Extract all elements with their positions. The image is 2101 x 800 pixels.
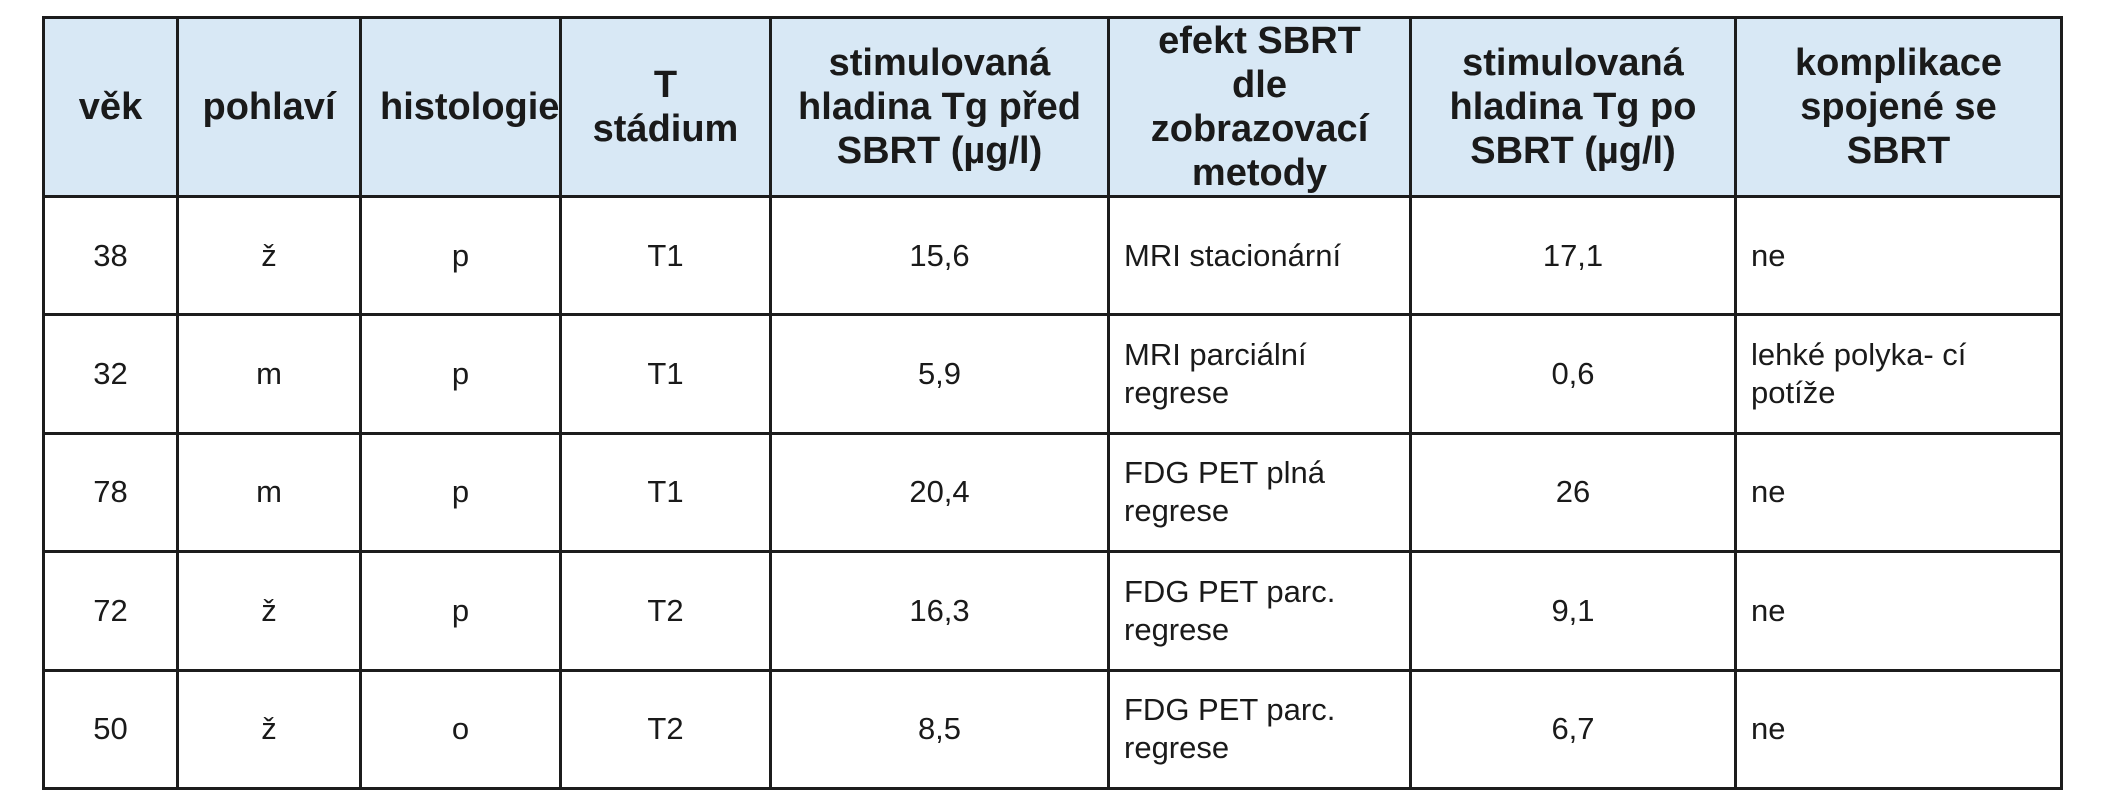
cell-complications: ne	[1734, 194, 2063, 317]
table-row: 32 m p T1 5,9 MRI parciální regrese 0,6 …	[42, 313, 2063, 435]
cell-sbrt-effect: MRI parciální regrese	[1107, 313, 1412, 435]
cell-tg-after: 0,6	[1409, 313, 1737, 435]
cell-sbrt-effect: FDG PET plná regrese	[1107, 431, 1412, 554]
cell-complications: ne	[1734, 668, 2063, 791]
results-table-container: věk pohlaví histologie T stádium stimulo…	[42, 16, 2063, 791]
table-header-row: věk pohlaví histologie T stádium stimulo…	[42, 16, 2063, 198]
results-table: věk pohlaví histologie T stádium stimulo…	[42, 16, 2063, 791]
cell-tg-before: 15,6	[769, 194, 1110, 317]
cell-tg-after: 17,1	[1409, 194, 1737, 317]
cell-tg-before: 20,4	[769, 431, 1110, 554]
cell-tg-after: 9,1	[1409, 550, 1737, 672]
cell-t-stage: T1	[559, 313, 772, 435]
cell-sbrt-effect: MRI stacionární	[1107, 194, 1412, 317]
cell-histology: p	[359, 313, 562, 435]
cell-histology: p	[359, 431, 562, 554]
cell-tg-before: 16,3	[769, 550, 1110, 672]
cell-complications: ne	[1734, 431, 2063, 554]
cell-sex: ž	[176, 550, 362, 672]
cell-sex: ž	[176, 194, 362, 317]
header-sex: pohlaví	[176, 16, 362, 198]
cell-t-stage: T2	[559, 668, 772, 791]
table-row: 78 m p T1 20,4 FDG PET plná regrese 26 n…	[42, 431, 2063, 554]
cell-histology: o	[359, 668, 562, 791]
cell-age: 78	[42, 431, 179, 554]
cell-t-stage: T1	[559, 431, 772, 554]
table-row: 38 ž p T1 15,6 MRI stacionární 17,1 ne	[42, 194, 2063, 317]
cell-sbrt-effect: FDG PET parc. regrese	[1107, 668, 1412, 791]
cell-tg-after: 26	[1409, 431, 1737, 554]
cell-sex: m	[176, 431, 362, 554]
cell-age: 72	[42, 550, 179, 672]
cell-t-stage: T2	[559, 550, 772, 672]
cell-complications: lehké polyka- cí potíže	[1734, 313, 2063, 435]
cell-sex: m	[176, 313, 362, 435]
cell-complications: ne	[1734, 550, 2063, 672]
header-tg-before: stimulovaná hladina Tg před SBRT (µg/l)	[769, 16, 1110, 198]
header-t-stage: T stádium	[559, 16, 772, 198]
header-sbrt-effect: efekt SBRT dle zobrazovací metody	[1107, 16, 1412, 198]
table-row: 50 ž o T2 8,5 FDG PET parc. regrese 6,7 …	[42, 668, 2063, 791]
cell-age: 32	[42, 313, 179, 435]
cell-histology: p	[359, 550, 562, 672]
cell-tg-before: 5,9	[769, 313, 1110, 435]
cell-sex: ž	[176, 668, 362, 791]
cell-age: 38	[42, 194, 179, 317]
header-complications: komplikace spojené se SBRT	[1734, 16, 2063, 198]
cell-histology: p	[359, 194, 562, 317]
table-row: 72 ž p T2 16,3 FDG PET parc. regrese 9,1…	[42, 550, 2063, 672]
cell-tg-before: 8,5	[769, 668, 1110, 791]
cell-age: 50	[42, 668, 179, 791]
cell-tg-after: 6,7	[1409, 668, 1737, 791]
header-tg-after: stimulovaná hladina Tg po SBRT (µg/l)	[1409, 16, 1737, 198]
cell-sbrt-effect: FDG PET parc. regrese	[1107, 550, 1412, 672]
header-histology: histologie	[359, 16, 562, 198]
cell-t-stage: T1	[559, 194, 772, 317]
header-age: věk	[42, 16, 179, 198]
